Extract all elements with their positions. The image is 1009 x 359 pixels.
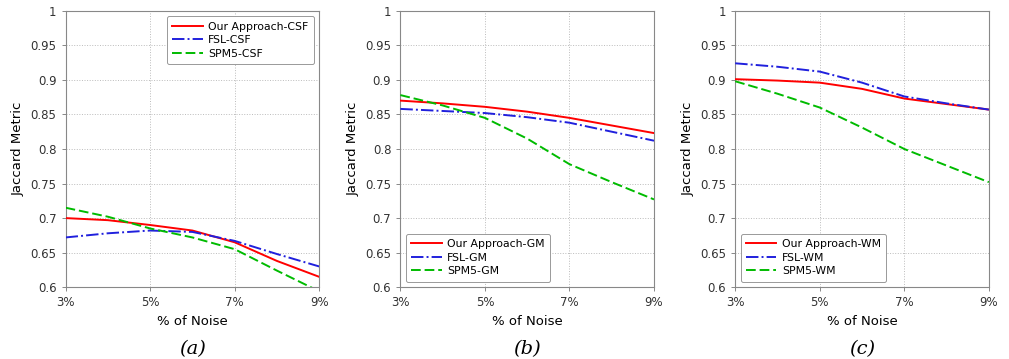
Y-axis label: Jaccard Metric: Jaccard Metric <box>682 102 694 196</box>
SPM5-WM <box>983 180 995 184</box>
SPM5-CSF <box>60 206 72 210</box>
Our Approach-GM <box>521 109 533 114</box>
Y-axis label: Jaccard Metric: Jaccard Metric <box>12 102 25 196</box>
SPM5-WM <box>730 79 742 83</box>
SPM5-CSF <box>102 215 114 219</box>
Our Approach-WM <box>730 77 742 81</box>
Our Approach-CSF <box>60 216 72 220</box>
Line: FSL-CSF: FSL-CSF <box>66 230 319 266</box>
Line: SPM5-WM: SPM5-WM <box>736 81 989 182</box>
Our Approach-WM <box>983 107 995 112</box>
Our Approach-GM <box>563 116 575 120</box>
FSL-WM <box>940 101 952 106</box>
X-axis label: % of Noise: % of Noise <box>826 315 897 328</box>
Our Approach-CSF <box>102 218 114 222</box>
SPM5-WM <box>856 125 868 130</box>
FSL-CSF <box>60 235 72 239</box>
SPM5-GM <box>648 197 660 202</box>
SPM5-WM <box>940 163 952 168</box>
FSL-WM <box>898 94 910 99</box>
SPM5-GM <box>605 180 618 184</box>
SPM5-WM <box>898 147 910 151</box>
Y-axis label: Jaccard Metric: Jaccard Metric <box>347 102 360 196</box>
Our Approach-WM <box>898 96 910 101</box>
SPM5-CSF <box>187 235 199 239</box>
SPM5-GM <box>479 116 491 120</box>
SPM5-GM <box>395 93 407 97</box>
Line: Our Approach-WM: Our Approach-WM <box>736 79 989 109</box>
FSL-WM <box>983 107 995 112</box>
Legend: Our Approach-CSF, FSL-CSF, SPM5-CSF: Our Approach-CSF, FSL-CSF, SPM5-CSF <box>166 16 314 64</box>
Our Approach-GM <box>605 123 618 128</box>
FSL-GM <box>479 111 491 115</box>
FSL-CSF <box>187 230 199 234</box>
Text: (c): (c) <box>849 340 875 358</box>
Line: Our Approach-GM: Our Approach-GM <box>401 101 654 133</box>
Legend: Our Approach-GM, FSL-GM, SPM5-GM: Our Approach-GM, FSL-GM, SPM5-GM <box>406 234 550 282</box>
Our Approach-WM <box>856 87 868 91</box>
FSL-WM <box>730 61 742 65</box>
FSL-CSF <box>270 252 283 256</box>
Our Approach-GM <box>479 105 491 109</box>
Line: FSL-GM: FSL-GM <box>401 109 654 141</box>
Our Approach-CSF <box>270 259 283 263</box>
Our Approach-GM <box>395 98 407 103</box>
FSL-WM <box>813 69 825 74</box>
FSL-CSF <box>229 239 241 243</box>
SPM5-WM <box>772 92 784 96</box>
FSL-GM <box>605 130 618 134</box>
FSL-WM <box>772 65 784 69</box>
FSL-WM <box>856 80 868 85</box>
FSL-GM <box>437 109 449 113</box>
Our Approach-CSF <box>229 240 241 244</box>
Our Approach-WM <box>940 102 952 106</box>
FSL-GM <box>563 121 575 125</box>
Line: SPM5-GM: SPM5-GM <box>401 95 654 200</box>
Our Approach-CSF <box>313 275 325 279</box>
Line: SPM5-CSF: SPM5-CSF <box>66 208 319 292</box>
SPM5-GM <box>521 136 533 141</box>
Our Approach-WM <box>813 80 825 85</box>
SPM5-GM <box>437 103 449 108</box>
Text: (b): (b) <box>514 340 541 358</box>
FSL-CSF <box>313 264 325 269</box>
SPM5-WM <box>813 105 825 109</box>
FSL-GM <box>648 139 660 143</box>
Our Approach-GM <box>648 131 660 135</box>
Text: (a): (a) <box>179 340 206 358</box>
SPM5-CSF <box>229 247 241 251</box>
Our Approach-CSF <box>144 223 156 227</box>
Our Approach-WM <box>772 78 784 83</box>
Legend: Our Approach-WM, FSL-WM, SPM5-WM: Our Approach-WM, FSL-WM, SPM5-WM <box>741 234 886 282</box>
FSL-GM <box>521 115 533 119</box>
FSL-CSF <box>144 228 156 233</box>
Our Approach-CSF <box>187 228 199 233</box>
FSL-CSF <box>102 231 114 236</box>
SPM5-GM <box>563 162 575 166</box>
FSL-GM <box>395 107 407 111</box>
SPM5-CSF <box>144 226 156 230</box>
Line: Our Approach-CSF: Our Approach-CSF <box>66 218 319 277</box>
Line: FSL-WM: FSL-WM <box>736 63 989 109</box>
SPM5-CSF <box>270 269 283 273</box>
SPM5-CSF <box>313 289 325 294</box>
X-axis label: % of Noise: % of Noise <box>491 315 563 328</box>
Our Approach-GM <box>437 101 449 106</box>
X-axis label: % of Noise: % of Noise <box>157 315 228 328</box>
